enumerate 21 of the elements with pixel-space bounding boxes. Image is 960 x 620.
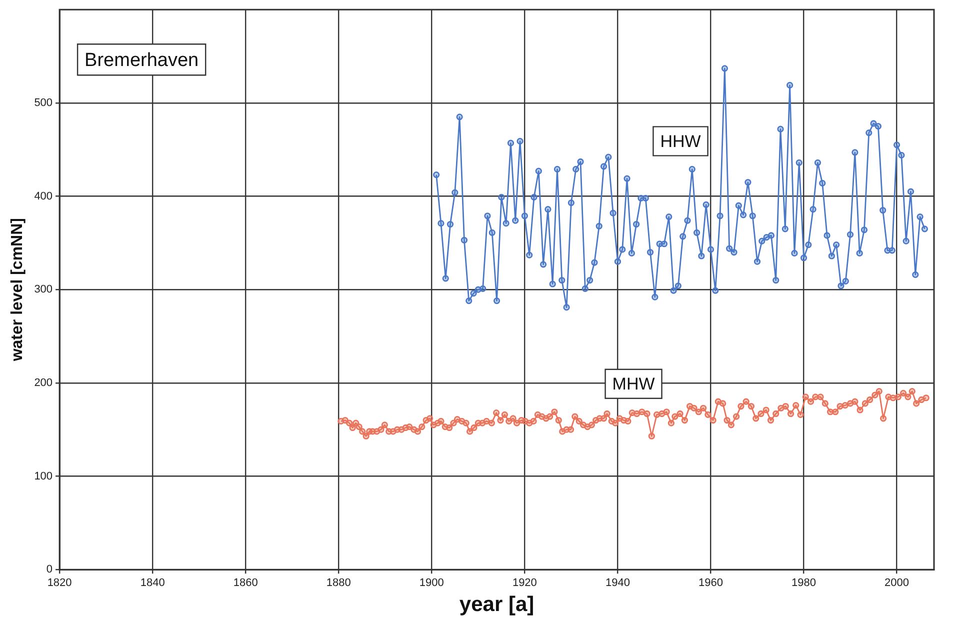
x-tick-label: 1920 xyxy=(512,577,537,590)
y-tick-label: 300 xyxy=(34,284,53,296)
x-axis-title: year [a] xyxy=(459,593,534,616)
x-tick-label: 1980 xyxy=(792,577,816,590)
y-tick-label: 100 xyxy=(34,470,53,482)
x-tick-label: 1860 xyxy=(233,577,258,590)
y-tick-label: 0 xyxy=(46,564,53,576)
x-tick-label: 1960 xyxy=(698,577,723,590)
y-axis-title: water level [cmNN] xyxy=(9,218,26,362)
x-tick-label: 2000 xyxy=(884,577,910,590)
x-tick-label: 1940 xyxy=(605,577,630,590)
y-tick-label: 200 xyxy=(34,376,53,389)
x-tick-label: 1820 xyxy=(47,577,72,590)
x-tick-label: 1880 xyxy=(326,577,351,590)
series-label: MHW xyxy=(612,374,655,394)
x-tick-label: 1840 xyxy=(140,577,165,590)
series-label: HHW xyxy=(660,132,701,151)
annotation: Bremerhaven xyxy=(84,50,199,71)
y-tick-label: 500 xyxy=(34,96,53,109)
y-tick-label: 400 xyxy=(34,190,53,202)
x-tick-label: 1900 xyxy=(419,577,444,590)
